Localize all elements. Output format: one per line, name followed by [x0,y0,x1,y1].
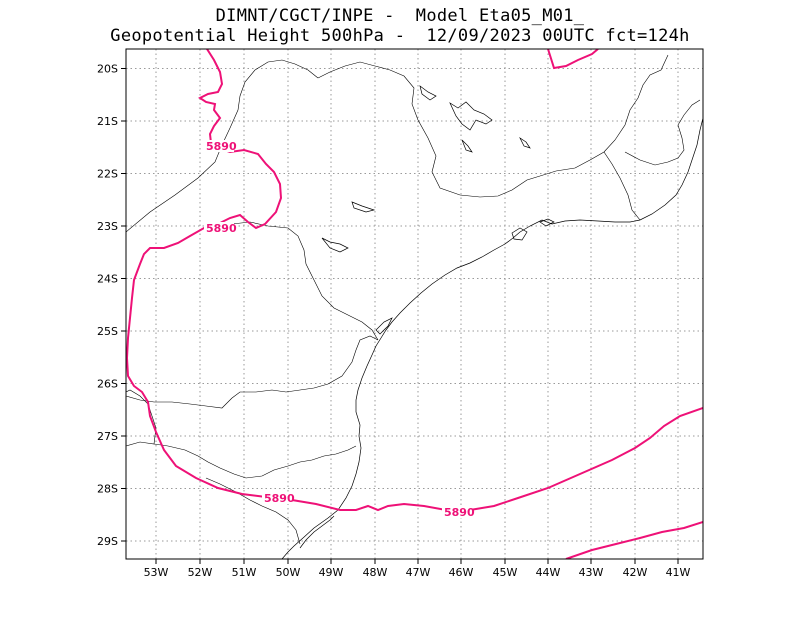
lon-label: 50W [276,566,301,579]
border-paraguay [126,395,233,409]
lon-label: 41W [666,566,691,579]
border-west-ms-sp [126,59,319,233]
border-mg-sp [317,54,669,198]
lat-label: 20S [97,63,118,76]
lake-6 [461,139,473,153]
contour-5890-west [126,49,703,512]
lon-label: 51W [232,566,257,579]
lat-label: 29S [97,535,118,548]
lon-label: 53W [144,566,169,579]
sao-sebastiao-island [511,227,528,241]
map-frame [125,48,704,560]
longitude-labels: 53W 52W 51W 50W 49W 48W 47W 46W 45W 44W … [144,566,691,579]
lon-label: 43W [579,566,604,579]
lake-2 [419,85,437,101]
contour-label-5890: 5890 [444,506,475,519]
lagoa-dos-patos [299,515,335,549]
lat-label: 25S [97,325,118,338]
border-rj-es [624,99,701,166]
lon-label: 52W [188,566,213,579]
border-uruguay [205,477,301,545]
lon-label: 45W [493,566,518,579]
title-line-2: Geopotential Height 500hPa - 12/09/2023 … [110,26,690,46]
lat-label: 26S [97,378,118,391]
lat-label: 27S [97,430,118,443]
border-argentina [126,389,157,447]
contour-label-5890: 5890 [206,140,237,153]
lon-label: 47W [406,566,431,579]
latitude-labels: 20S 21S 22S 23S 24S 25S 26S 27S 28S 29S [97,63,118,549]
lake-1 [449,101,493,131]
border-pr-sc [231,335,379,399]
contour-5890-southeast [565,521,703,559]
lat-label: 28S [97,483,118,496]
paranagua-bay [375,317,393,335]
lon-label: 44W [536,566,561,579]
title-line-1: DIMNT/CGCT/INPE - Model Eta05_M01_ [215,6,585,26]
coastline [281,117,703,559]
lat-label: 22S [97,168,118,181]
border-pr-sp [231,221,379,341]
graticule [126,49,703,559]
lat-label: 23S [97,220,118,233]
lake-4 [321,237,349,253]
ilha-grande [539,218,555,227]
contour-label-5890: 5890 [264,492,295,505]
lake-3 [351,201,376,213]
lon-label: 49W [319,566,344,579]
contour-label-5890: 5890 [206,222,237,235]
contour-5890-northeast [547,49,599,70]
lon-label: 42W [623,566,648,579]
lat-label: 21S [97,115,118,128]
border-rj-mg [603,151,641,221]
lon-label: 48W [363,566,388,579]
axis-ticks [121,68,679,564]
lake-5 [519,136,531,149]
lon-label: 46W [449,566,474,579]
border-sc-rs [153,443,357,479]
lat-label: 24S [97,273,118,286]
